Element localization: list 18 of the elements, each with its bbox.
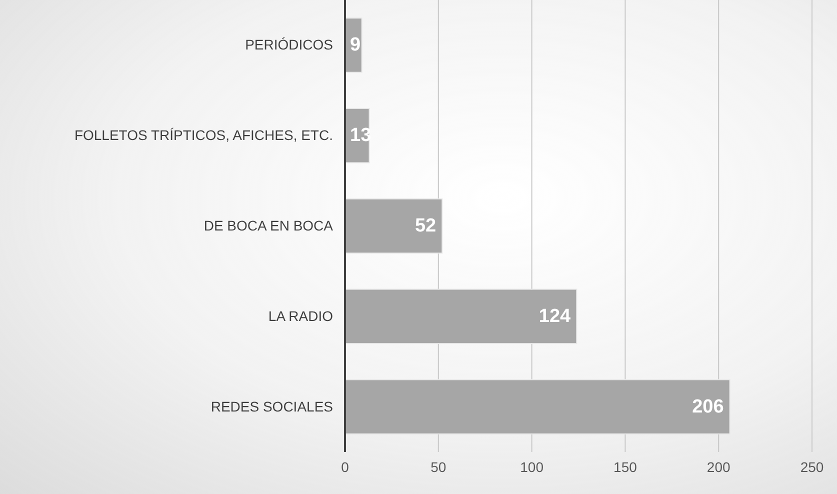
bar — [344, 379, 730, 434]
x-tick-label: 100 — [520, 458, 544, 475]
x-tick-label: 50 — [430, 458, 446, 475]
data-label: 206 — [692, 396, 724, 418]
bar — [344, 288, 578, 344]
x-tick-label: 200 — [706, 458, 730, 475]
x-tick-label: 250 — [800, 458, 824, 475]
y-tick-label: PERIÓDICOS — [245, 36, 333, 53]
bar — [344, 198, 443, 254]
y-tick-label: REDES SOCIALES — [210, 398, 333, 414]
y-tick-label: LA RADIO — [268, 308, 334, 324]
data-label: 52 — [414, 216, 436, 236]
y-tick-label: FOLLETOS TRÍPTICOS, AFICHES, ETC. — [74, 127, 333, 144]
data-label: 9 — [350, 34, 361, 56]
y-tick-label: DE BOCA EN BOCA — [204, 217, 334, 234]
data-label: 124 — [538, 306, 572, 327]
x-tick-label: 150 — [614, 458, 638, 475]
x-tick-label: 0 — [341, 458, 350, 475]
